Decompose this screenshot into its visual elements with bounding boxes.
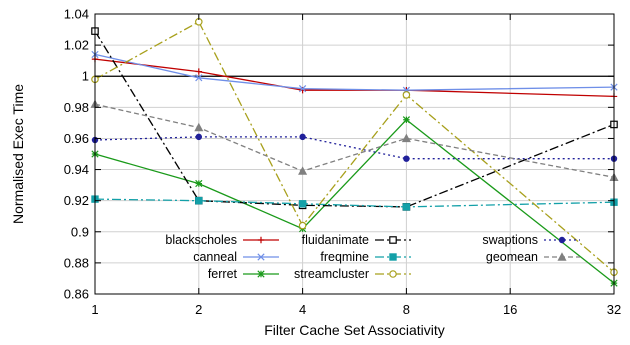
legend-label: streamcluster: [294, 267, 369, 281]
series-geomean: [90, 99, 619, 182]
legend-item-geomean: geomean: [486, 250, 580, 264]
y-tick-label: 1.02: [64, 38, 89, 53]
data-point-marker: [389, 253, 397, 261]
y-tick-label: 0.96: [64, 131, 89, 146]
legend-item-ferret: ferret: [208, 267, 279, 281]
legend-item-swaptions: swaptions: [482, 233, 580, 247]
x-tick-label: 1: [91, 302, 98, 317]
data-point-marker: [195, 133, 203, 141]
y-tick-label: 0.86: [64, 287, 89, 302]
series-line: [94, 58, 615, 98]
series-blackscholes: [91, 55, 618, 100]
data-point-marker: [403, 155, 410, 162]
x-axis-label: Filter Cache Set Associativity: [264, 322, 445, 338]
legend-item-freqmine: freqmine: [320, 250, 411, 264]
x-tick-label: 2: [195, 302, 202, 317]
legend-label: swaptions: [482, 233, 538, 247]
data-point-marker: [195, 68, 202, 75]
data-point-marker: [194, 122, 204, 132]
legend-label: canneal: [193, 250, 237, 264]
data-point-marker: [401, 133, 411, 143]
data-point-marker: [195, 179, 203, 188]
series-layer: [90, 17, 619, 287]
legend-label: fluidanimate: [302, 233, 369, 247]
data-point-marker: [389, 270, 397, 278]
y-axis-label: Normalised Exec Time: [10, 84, 26, 224]
legend-label: ferret: [208, 267, 238, 281]
data-point-marker: [298, 166, 308, 175]
x-tick-label: 8: [403, 302, 410, 317]
legend: blackscholes canneal ferret fluidanimate fre…: [165, 233, 580, 281]
data-point-marker: [195, 74, 203, 82]
data-point-marker: [257, 270, 265, 278]
data-point-marker: [402, 91, 411, 99]
series-fluidanimate: [91, 27, 618, 211]
y-tick-label: 0.94: [64, 162, 89, 177]
series-line: [94, 30, 615, 208]
legend-label: geomean: [486, 250, 538, 264]
legend-item-fluidanimate: fluidanimate: [302, 233, 411, 247]
legend-label: freqmine: [320, 250, 369, 264]
x-tick-label: 4: [299, 302, 306, 317]
y-tick-label: 0.88: [64, 255, 89, 270]
data-point-marker: [558, 236, 566, 244]
y-tick-label: 0.9: [71, 224, 89, 239]
legend-item-canneal: canneal: [193, 250, 279, 264]
y-tick-label: 0.92: [64, 193, 89, 208]
data-point-marker: [389, 236, 397, 244]
data-point-marker: [557, 252, 567, 261]
x-tick-label: 32: [607, 302, 621, 317]
data-point-marker: [298, 200, 307, 208]
series-canneal: [91, 50, 618, 94]
data-point-marker: [402, 203, 411, 211]
data-point-marker: [402, 116, 411, 124]
plot-frame: [94, 13, 615, 295]
legend-item-blackscholes: blackscholes: [165, 233, 279, 247]
x-tick-label: 16: [503, 302, 517, 317]
data-point-marker: [298, 85, 307, 93]
data-point-marker: [257, 236, 265, 244]
legend-item-streamcluster: streamcluster: [294, 267, 411, 281]
data-point-marker: [257, 253, 265, 261]
tick-layer: 0.86 0.88 0.9 0.92 0.94 0.96 0.98 1 1.02 1.04 1 2 4 8…: [64, 7, 622, 318]
data-point-marker: [298, 221, 307, 230]
data-point-marker: [195, 196, 203, 205]
legend-label: blackscholes: [165, 233, 237, 247]
series-line: [94, 53, 615, 91]
y-tick-label: 1.04: [64, 7, 89, 22]
series-line: [94, 103, 615, 178]
data-point-marker: [299, 133, 306, 141]
y-tick-label: 1: [82, 69, 89, 84]
y-tick-label: 0.98: [64, 100, 89, 115]
